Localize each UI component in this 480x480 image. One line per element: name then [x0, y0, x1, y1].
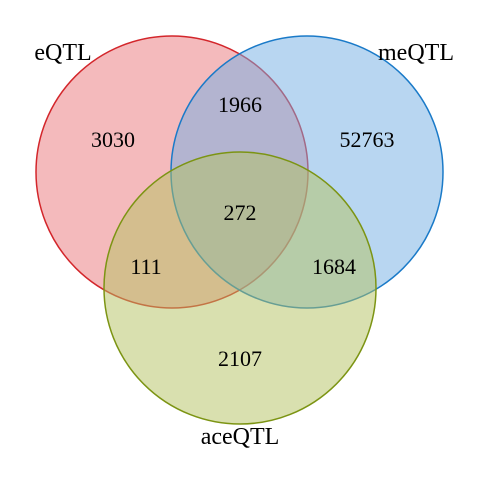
count-only-aceqtl: 2107 [218, 346, 262, 371]
count-meqtl-aceqtl: 1684 [312, 254, 356, 279]
count-only-eqtl: 3030 [91, 127, 135, 152]
set-circles [35, 35, 444, 425]
count-only-meqtl: 52763 [340, 127, 395, 152]
set-label-meqtl: meQTL [378, 40, 454, 66]
set-label-aceqtl: aceQTL [201, 424, 280, 450]
set-labels: eQTL meQTL aceQTL [34, 40, 454, 450]
circle-aceqtl [103, 151, 377, 425]
count-eqtl-aceqtl: 111 [130, 254, 161, 279]
count-eqtl-meqtl: 1966 [218, 92, 262, 117]
count-all-three: 272 [224, 200, 257, 225]
set-label-eqtl: eQTL [34, 40, 91, 66]
region-counts: 3030 52763 1966 272 111 1684 2107 [91, 92, 395, 371]
